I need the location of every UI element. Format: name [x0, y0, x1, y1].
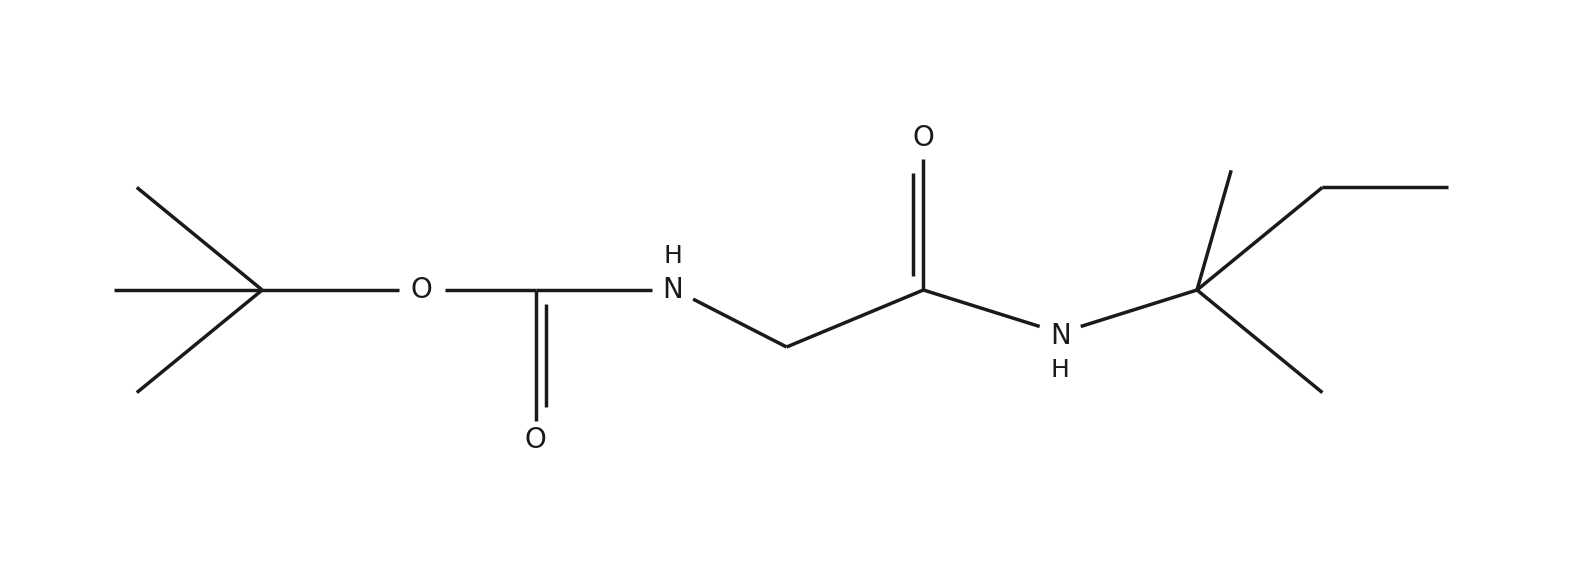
Text: N: N [1050, 321, 1071, 350]
Text: H: H [664, 244, 681, 268]
Text: O: O [913, 124, 934, 153]
Text: O: O [410, 276, 433, 304]
Text: O: O [525, 426, 547, 455]
Text: H: H [1050, 358, 1069, 382]
Text: N: N [662, 276, 683, 304]
